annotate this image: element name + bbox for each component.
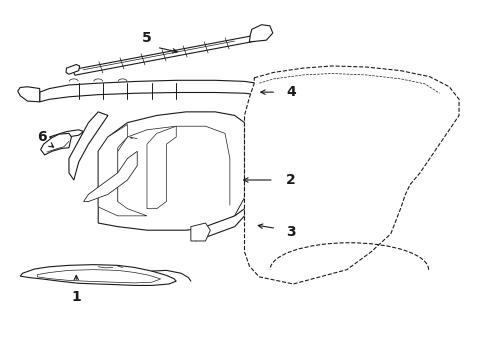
Text: 2: 2 — [285, 173, 295, 187]
Polygon shape — [249, 25, 272, 42]
Polygon shape — [40, 80, 256, 102]
Text: 5: 5 — [142, 31, 152, 45]
Polygon shape — [244, 66, 458, 284]
Text: 4: 4 — [285, 85, 295, 99]
Polygon shape — [147, 126, 176, 209]
Polygon shape — [73, 36, 255, 75]
Polygon shape — [41, 134, 71, 155]
Ellipse shape — [173, 159, 193, 183]
Polygon shape — [234, 119, 254, 216]
Polygon shape — [18, 87, 40, 102]
Polygon shape — [83, 151, 137, 202]
Polygon shape — [20, 265, 176, 285]
Text: 1: 1 — [71, 289, 81, 303]
Polygon shape — [49, 130, 83, 140]
Polygon shape — [256, 81, 276, 95]
Circle shape — [149, 184, 159, 191]
Polygon shape — [98, 112, 244, 230]
Text: 3: 3 — [285, 225, 295, 239]
Text: 6: 6 — [37, 130, 47, 144]
Polygon shape — [66, 64, 80, 74]
Polygon shape — [190, 223, 210, 241]
Ellipse shape — [58, 273, 68, 279]
Ellipse shape — [154, 136, 164, 148]
Circle shape — [149, 155, 159, 162]
Polygon shape — [69, 112, 108, 180]
Polygon shape — [195, 209, 244, 241]
Ellipse shape — [54, 271, 79, 281]
Polygon shape — [37, 270, 160, 283]
Polygon shape — [98, 125, 147, 216]
Circle shape — [149, 169, 159, 176]
